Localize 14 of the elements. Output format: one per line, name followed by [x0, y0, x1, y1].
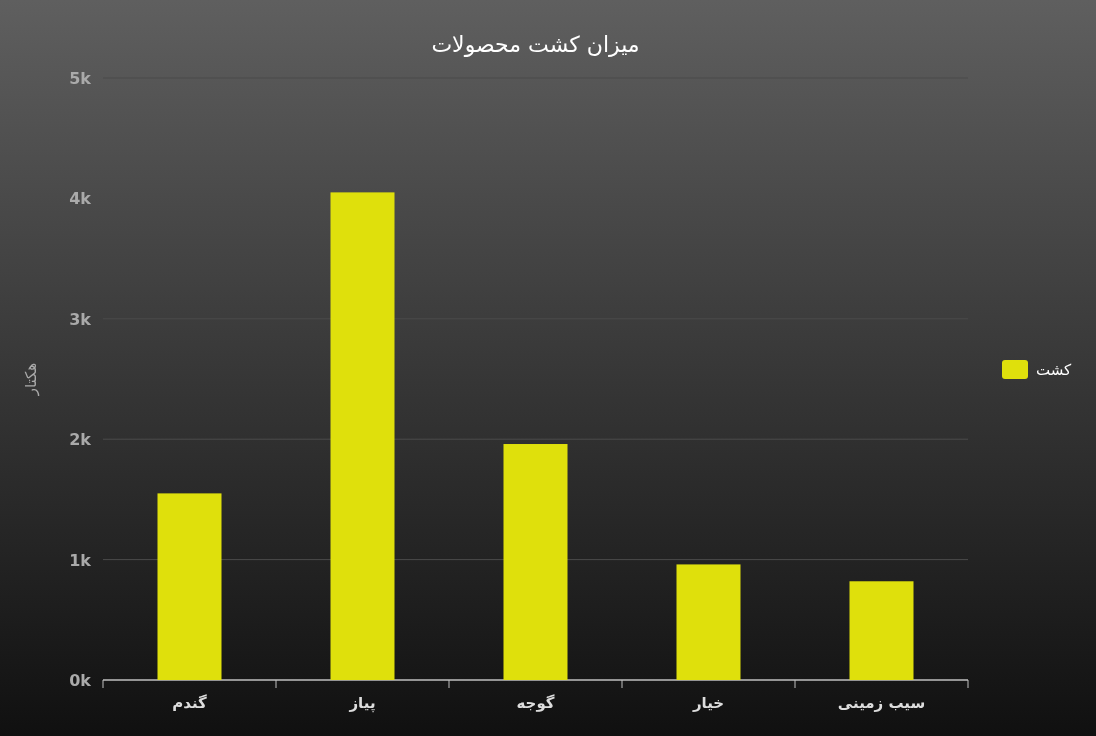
x-tick-label: خیار	[691, 694, 725, 712]
x-tick-label: گوجه	[516, 694, 555, 712]
x-tick-label: سیب زمینی	[837, 694, 926, 712]
y-tick-label: 5k	[69, 69, 92, 88]
y-tick-label: 1k	[69, 550, 92, 570]
y-axis-title: هکتار	[22, 362, 40, 397]
y-tick-label: 4k	[69, 189, 92, 209]
x-tick-label: پیاز	[348, 694, 376, 713]
chart-title: میزان کشت محصولات	[431, 32, 640, 57]
y-tick-label: 3k	[69, 309, 92, 329]
y-tick-label: 2k	[69, 430, 92, 450]
legend-label: کشت	[1036, 361, 1073, 379]
x-tick-label: گندم	[172, 694, 208, 712]
y-tick-label: 0k	[69, 671, 92, 690]
